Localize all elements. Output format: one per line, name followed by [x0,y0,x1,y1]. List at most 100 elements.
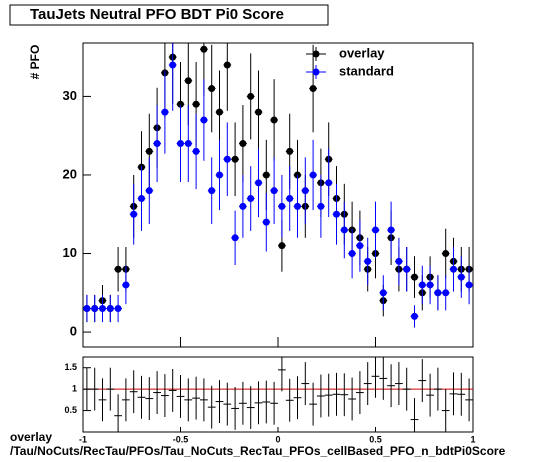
ratio-point [309,382,317,426]
data-point [129,183,138,245]
legend-label: standard [339,63,394,78]
marker [262,218,270,226]
data-point [161,70,169,154]
data-point [254,148,263,218]
data-point [192,113,200,190]
marker [403,265,411,273]
x-tick-label: 1 [470,434,475,444]
marker [262,171,270,179]
data-point [356,219,364,272]
data-point [231,122,239,197]
marker [255,179,262,187]
marker [411,312,418,320]
x-axis-path: /Tau/NoCuts/RecTau/PFOs/Tau_NoCuts_RecTa… [10,444,506,458]
ratio-point [90,367,99,411]
marker [325,179,333,187]
marker [434,289,442,297]
marker [450,265,457,273]
ratio-point [262,380,271,424]
ratio-point [98,378,107,422]
data-point [207,44,216,133]
data-point [90,294,99,323]
marker [208,85,216,93]
y-tick-label: 10 [63,245,77,260]
ratio-point [168,369,177,412]
marker [145,147,153,155]
data-point [231,210,239,266]
data-point [410,256,419,298]
marker [372,226,379,234]
marker [184,140,192,148]
data-point [168,43,177,111]
ratio-point [340,373,349,417]
ratio-point [200,378,208,422]
marker [122,281,130,289]
marker [216,171,223,179]
marker [387,226,395,234]
marker [309,85,317,93]
data-point [262,192,271,252]
x-tick-label: 0.5 [369,434,382,444]
ratio-point [106,367,115,411]
data-point [309,44,317,133]
data-point [200,79,208,161]
marker [442,250,450,258]
marker [177,140,184,148]
marker [340,226,348,234]
ratio-point [129,370,138,414]
marker [364,257,372,265]
data-point [239,174,247,238]
y-tick-label: 20 [63,166,77,181]
data-point [301,157,310,225]
data-point [293,174,302,238]
marker [301,187,309,195]
marker [348,250,356,258]
ratio-point [231,387,239,430]
ratio-point [137,375,146,419]
marker [91,305,99,313]
data-point [114,247,122,292]
marker [426,281,434,289]
marker [106,305,114,313]
ratio-point [332,372,341,416]
data-point [441,228,450,279]
data-point [270,157,278,225]
data-point [145,157,154,225]
data-point [184,105,193,183]
marker [231,234,239,242]
marker [99,305,106,313]
data-point [254,70,263,154]
y-tick-label: 30 [63,88,77,103]
ratio-point [418,359,427,402]
y-axis-label: # PFO [28,45,42,80]
data-point [457,256,466,298]
x-axis-label: overlay [10,430,52,444]
data-point [418,265,427,305]
x-tick-label: -1 [79,434,87,444]
ratio-point [434,367,442,411]
data-point [379,275,388,311]
marker [223,155,231,163]
marker [138,195,145,203]
marker [192,100,200,108]
ratio-point [301,362,310,405]
marker [286,195,294,203]
ratio-point [371,357,380,398]
ratio-point [465,378,473,422]
marker [114,305,122,313]
data-point [324,148,333,218]
legend-marker [312,50,320,58]
data-point [348,228,356,279]
marker [239,202,247,210]
ratio-point [153,371,161,414]
ratio-point [114,394,122,432]
marker [161,108,169,116]
marker [294,202,301,210]
data-point [153,105,161,183]
data-point [449,247,458,292]
ratio-point [395,362,403,405]
ratio-point [293,376,302,420]
ratio-point [215,380,224,423]
marker [169,61,177,69]
